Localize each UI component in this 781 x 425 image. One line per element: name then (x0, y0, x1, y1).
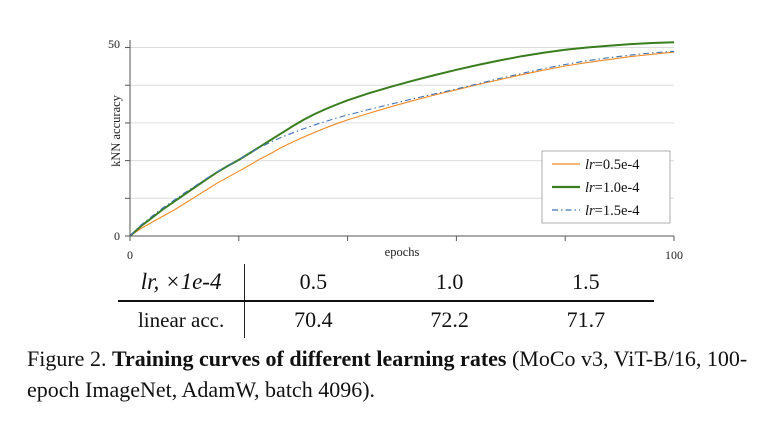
legend-label-lr-1.0: lr=1.0e-4 (585, 180, 640, 196)
results-table: lr, ×1e-4 0.5 1.0 1.5 linear acc. 70.4 7… (118, 264, 654, 338)
table-cell: 70.4 (294, 307, 333, 332)
series-line-lr-1.0e-4 (129, 41, 675, 237)
table-header-cell: 1.5 (517, 264, 654, 302)
caption-prefix: Figure 2. (27, 346, 112, 371)
figure-caption: Figure 2. Training curves of different l… (27, 343, 767, 405)
training-curves-chart: 0 50 0 100 epochs kNN accuracy lr=0.5e-4… (108, 37, 683, 262)
table-header-label: lr, ×1e-4 (118, 264, 246, 302)
series-lines (129, 41, 675, 237)
table-header-row: lr, ×1e-4 0.5 1.0 1.5 (118, 264, 654, 302)
axis-ticks (125, 47, 675, 241)
y-tick-label-0: 0 (114, 229, 120, 243)
table-header-cell: 1.0 (381, 264, 518, 302)
y-tick-label-50: 50 (108, 37, 120, 51)
series-line-lr-0.5e-4 (129, 51, 675, 237)
caption-bold: Training curves of different learning ra… (111, 346, 507, 371)
caption-rest: (MoCo v3, ViT-B/16, 100-epoch ImageNet, … (27, 346, 748, 402)
x-axis-title: epochs (385, 245, 420, 259)
x-tick-label-0: 0 (127, 248, 133, 262)
table-header-cell: 0.5 (244, 264, 382, 302)
legend-label-lr-0.5: lr=0.5e-4 (585, 157, 640, 173)
legend: lr=0.5e-4 lr=1.0e-4 lr=1.5e-4 (541, 150, 671, 224)
y-axis-title: kNN accuracy (109, 94, 123, 167)
x-tick-label-100: 100 (665, 248, 683, 262)
table-cell: 72.2 (430, 307, 469, 332)
legend-label-lr-1.5: lr=1.5e-4 (585, 203, 640, 219)
table-row: linear acc. 70.4 72.2 71.7 (118, 301, 654, 338)
table-row-label: linear acc. (118, 301, 246, 338)
table-cell: 71.7 (566, 307, 606, 332)
